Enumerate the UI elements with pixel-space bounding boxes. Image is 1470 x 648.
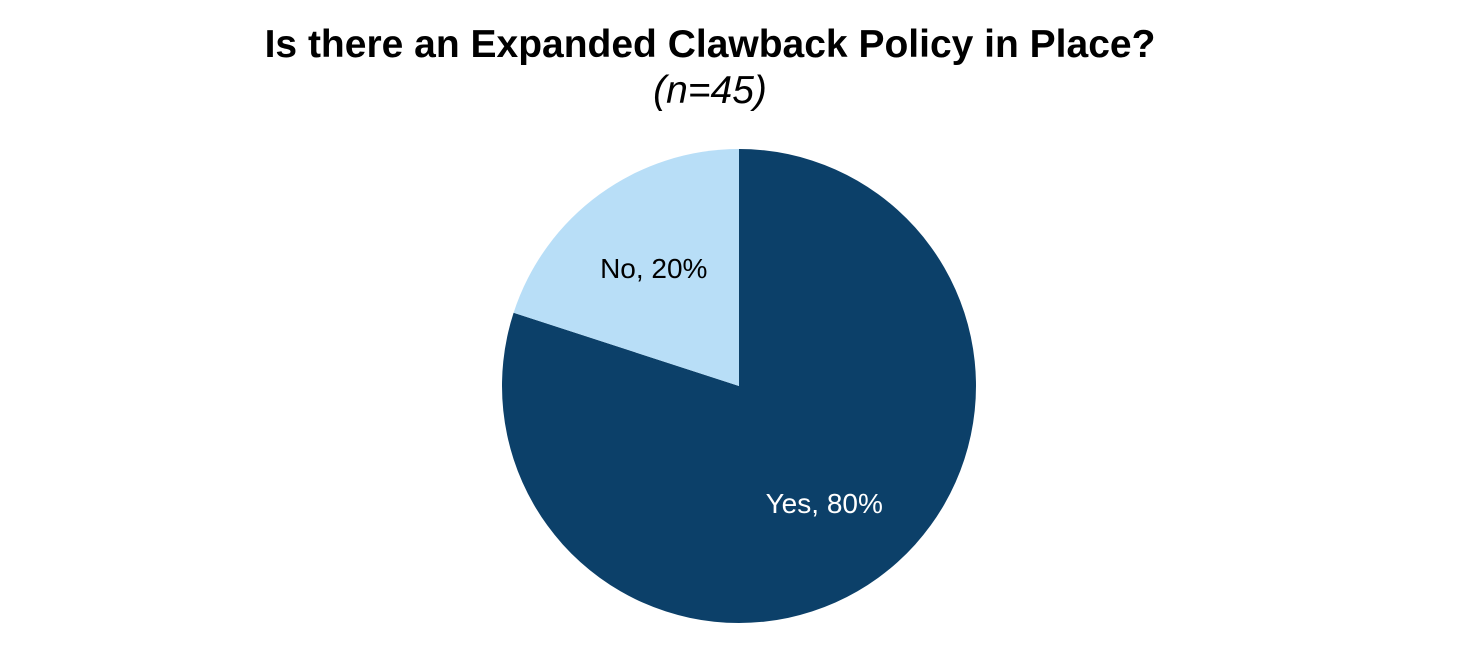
chart-subtitle: (n=45) [653, 69, 767, 112]
data-label-no: No, 20% [600, 253, 707, 284]
pie-slices [502, 149, 976, 623]
pie-slice-no [513, 149, 739, 386]
chart-title: Is there an Expanded Clawback Policy in … [264, 23, 1156, 66]
pie-data-labels: Yes, 80% No, 20% [600, 253, 883, 519]
data-label-yes: Yes, 80% [766, 488, 883, 519]
